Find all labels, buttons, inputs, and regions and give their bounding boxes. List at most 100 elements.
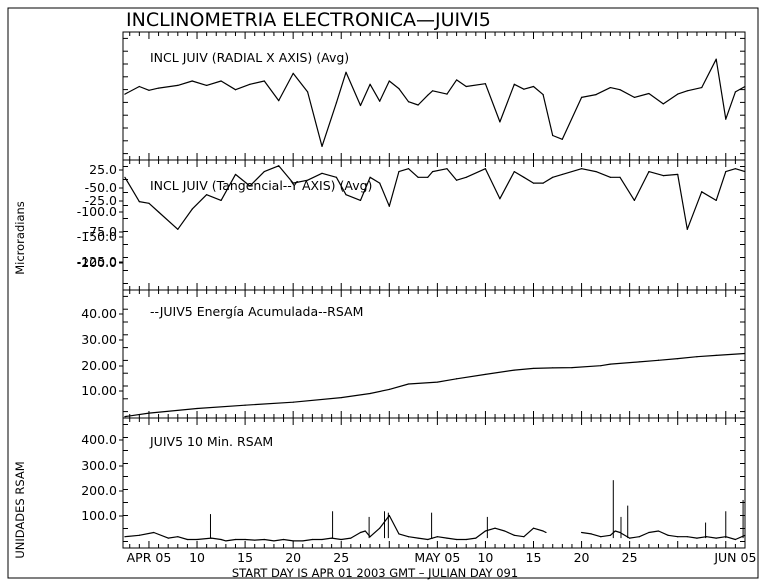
- data-point: [446, 93, 448, 95]
- data-point: [580, 96, 583, 98]
- data-point: [206, 84, 208, 86]
- panel-frame-4: [122, 417, 746, 549]
- data-point: [734, 91, 736, 93]
- x-tick-label: 15: [526, 550, 542, 565]
- data-point: [609, 363, 612, 365]
- data-point: [157, 87, 160, 89]
- data-point: [436, 536, 438, 538]
- data-point: [153, 531, 155, 534]
- data-point: [407, 536, 410, 538]
- data-point: [263, 170, 265, 173]
- data-point: [369, 83, 371, 85]
- data-point: [633, 96, 636, 98]
- data-point: [619, 89, 621, 91]
- data-point: [609, 534, 612, 536]
- data-point: [532, 85, 535, 88]
- data-point: [484, 373, 487, 376]
- x-tick-label: 25: [333, 550, 349, 565]
- data-point: [345, 71, 347, 73]
- data-point: [523, 176, 525, 178]
- data-point: [364, 530, 366, 532]
- data-point: [499, 121, 501, 123]
- data-point: [662, 103, 664, 105]
- data-point: [580, 531, 583, 534]
- y-tick-label: 300.0: [81, 458, 117, 473]
- data-point: [249, 185, 251, 187]
- data-point: [407, 383, 410, 385]
- data-point: [715, 537, 717, 539]
- data-point: [186, 538, 189, 541]
- data-point: [561, 138, 563, 140]
- data-point: [715, 58, 717, 60]
- data-point: [306, 179, 309, 181]
- data-point: [359, 104, 362, 107]
- data-point: [359, 199, 362, 202]
- data-point: [638, 361, 640, 363]
- data-point: [715, 199, 717, 202]
- data-point: [138, 534, 140, 536]
- y-tick-label: -200.0: [77, 255, 117, 270]
- data-point: [124, 536, 126, 538]
- data-point: [580, 168, 583, 170]
- chart-title: INCLINOMETRIA ELECTRONICA—JUIVI5: [126, 9, 491, 31]
- x-tick-label: JUN 05: [713, 550, 756, 565]
- data-point: [701, 86, 703, 89]
- data-point: [552, 134, 554, 137]
- data-point: [696, 537, 698, 539]
- data-point: [436, 381, 438, 383]
- data-point: [696, 356, 698, 358]
- data-point: [725, 170, 727, 173]
- data-point: [292, 182, 294, 184]
- data-point: [210, 537, 213, 539]
- panels-group: 25.0 -25.0 -75.0 -125.0 INCL JUIV (RADIAL X …: [77, 31, 756, 565]
- data-point: [177, 536, 179, 538]
- data-point: [427, 94, 429, 96]
- data-point: [278, 165, 280, 167]
- data-point: [552, 367, 554, 369]
- data-point: [734, 538, 736, 541]
- data-point: [292, 540, 294, 542]
- data-point: [532, 367, 535, 370]
- data-point: [455, 378, 458, 380]
- y-tick-label: -75.0: [85, 224, 117, 239]
- data-point: [191, 80, 193, 82]
- data-point: [633, 199, 636, 202]
- data-point: [148, 202, 150, 204]
- data-point: [234, 89, 237, 91]
- data-point: [648, 170, 650, 173]
- data-point: [388, 388, 390, 391]
- data-point: [701, 191, 703, 193]
- data-point: [609, 176, 612, 178]
- data-point: [590, 533, 592, 535]
- data-point: [499, 198, 501, 200]
- series-line-panel-3: [124, 352, 746, 418]
- data-point: [359, 531, 362, 534]
- data-point: [455, 538, 458, 541]
- data-point: [619, 176, 621, 178]
- y-tick-label: 25.0: [89, 162, 117, 177]
- data-point: [446, 168, 448, 170]
- data-point: [369, 536, 371, 538]
- series-line-panel-2: [124, 165, 746, 230]
- y-tick-label: -50.0: [85, 180, 117, 195]
- data-point: [484, 530, 487, 532]
- data-point: [638, 536, 640, 538]
- data-point: [148, 412, 150, 414]
- x-tick-label: 15: [237, 550, 253, 565]
- data-point: [369, 392, 371, 395]
- panel-annotation-2: INCL JUIV (Tangencial--Y AXIS) (Avg): [150, 178, 372, 193]
- data-point: [302, 540, 304, 542]
- data-point: [417, 104, 419, 106]
- x-tick-label: 20: [285, 550, 301, 565]
- data-point: [465, 85, 467, 88]
- data-point: [744, 352, 746, 355]
- data-point: [249, 83, 251, 85]
- data-point: [455, 79, 458, 81]
- data-point: [542, 182, 544, 184]
- data-point: [571, 367, 573, 369]
- data-point: [124, 176, 126, 178]
- data-point: [595, 94, 597, 96]
- y-tick-label: 400.0: [81, 432, 117, 447]
- data-point: [484, 83, 487, 85]
